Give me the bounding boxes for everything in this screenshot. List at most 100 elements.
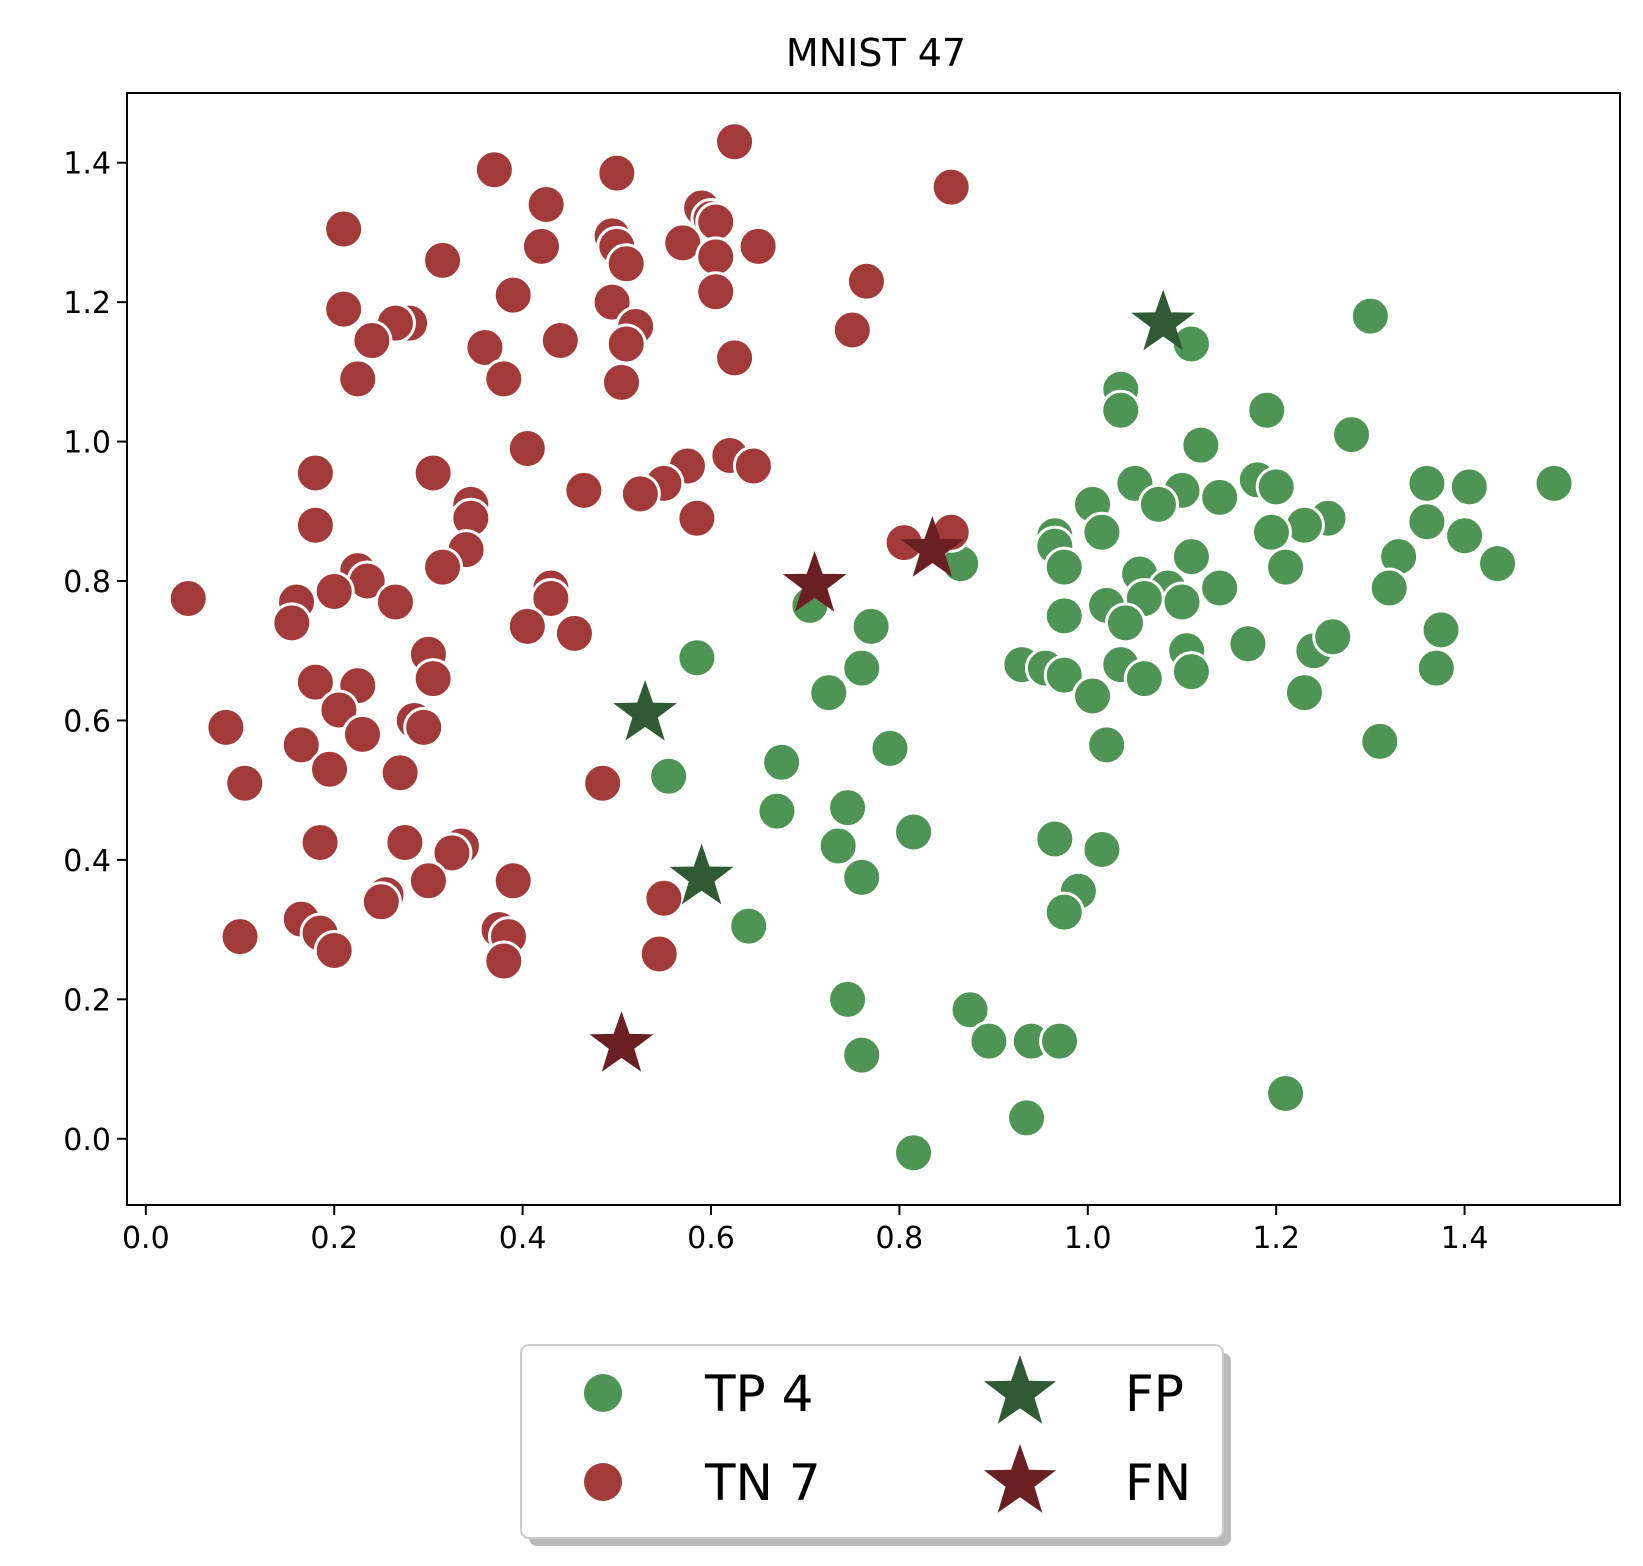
point-tp-4 bbox=[1199, 476, 1241, 518]
point-tn-7 bbox=[341, 713, 383, 755]
star-point-fn bbox=[782, 550, 847, 612]
point-tn-7 bbox=[313, 930, 355, 972]
point-tn-7 bbox=[596, 152, 638, 194]
point-tn-7 bbox=[643, 877, 685, 919]
legend-label: TN 7 bbox=[704, 1454, 821, 1512]
point-tn-7 bbox=[520, 225, 562, 267]
point-tn-7 bbox=[525, 184, 567, 226]
point-tp-4 bbox=[1170, 651, 1212, 693]
point-tp-4 bbox=[1246, 389, 1288, 431]
point-tn-7 bbox=[563, 469, 605, 511]
point-tp-4 bbox=[1331, 414, 1373, 456]
point-tp-4 bbox=[761, 741, 803, 783]
point-tp-4 bbox=[1283, 672, 1325, 714]
star-point-fp bbox=[1131, 289, 1196, 351]
chart-title: MNIST 47 bbox=[786, 31, 966, 75]
point-tp-4 bbox=[1081, 828, 1123, 870]
point-tp-4 bbox=[1349, 295, 1391, 337]
point-tn-7 bbox=[605, 243, 647, 285]
point-tn-7 bbox=[714, 337, 756, 379]
point-tp-4 bbox=[841, 856, 883, 898]
x-tick-label: 1.0 bbox=[1064, 1221, 1112, 1256]
point-tp-4 bbox=[1043, 891, 1085, 933]
legend-label: FP bbox=[1125, 1365, 1184, 1423]
point-tn-7 bbox=[403, 706, 445, 748]
legend: TP 4 TN 7 FP FN bbox=[520, 1344, 1231, 1546]
point-tp-4 bbox=[1137, 483, 1179, 525]
point-tp-4 bbox=[817, 825, 859, 867]
point-tp-4 bbox=[869, 727, 911, 769]
point-tp-4 bbox=[1043, 595, 1085, 637]
point-tn-7 bbox=[309, 748, 351, 790]
y-tick-label: 0.0 bbox=[63, 1123, 111, 1158]
point-tn-7 bbox=[676, 497, 718, 539]
point-tn-7 bbox=[605, 323, 647, 365]
point-tn-7 bbox=[831, 309, 873, 351]
point-tp-4 bbox=[1265, 546, 1307, 588]
x-tick-label: 0.8 bbox=[876, 1221, 924, 1256]
point-tn-7 bbox=[224, 762, 266, 804]
point-tn-7 bbox=[219, 916, 261, 958]
point-tp-4 bbox=[1039, 1020, 1081, 1062]
y-tick-label: 0.6 bbox=[63, 704, 111, 739]
point-tn-7 bbox=[638, 933, 680, 975]
point-tp-4 bbox=[808, 672, 850, 714]
point-tp-4 bbox=[1448, 466, 1490, 508]
point-tp-4 bbox=[1006, 1097, 1048, 1139]
x-tick-label: 1.4 bbox=[1441, 1221, 1489, 1256]
y-tick-label: 0.4 bbox=[63, 844, 111, 879]
x-tick-label: 0.0 bbox=[122, 1221, 170, 1256]
point-tp-4 bbox=[893, 811, 935, 853]
point-tp-4 bbox=[1533, 462, 1575, 504]
point-tp-4 bbox=[676, 637, 718, 679]
point-tp-4 bbox=[756, 790, 798, 832]
point-tp-4 bbox=[1161, 581, 1203, 623]
point-tp-4 bbox=[728, 905, 770, 947]
legend-label: FN bbox=[1125, 1454, 1191, 1512]
point-tn-7 bbox=[619, 473, 661, 515]
point-tn-7 bbox=[483, 358, 525, 400]
point-tp-4 bbox=[1444, 515, 1486, 557]
point-tn-7 bbox=[351, 319, 393, 361]
point-tp-4 bbox=[841, 1034, 883, 1076]
point-tn-7 bbox=[323, 288, 365, 330]
point-tp-4 bbox=[1072, 675, 1114, 717]
point-tp-4 bbox=[1255, 466, 1297, 508]
point-tp-4 bbox=[1415, 647, 1457, 689]
point-tn-7 bbox=[431, 832, 473, 874]
point-tp-4 bbox=[1043, 546, 1085, 588]
point-tn-7 bbox=[539, 319, 581, 361]
x-tick-label: 0.2 bbox=[310, 1221, 358, 1256]
point-tp-4 bbox=[841, 647, 883, 689]
x-tick-label: 0.4 bbox=[499, 1221, 547, 1256]
star-point-fn bbox=[589, 1011, 654, 1072]
point-tp-4 bbox=[1100, 389, 1142, 431]
point-tp-4 bbox=[949, 989, 991, 1031]
point-tn-7 bbox=[506, 605, 548, 647]
point-tn-7 bbox=[294, 661, 336, 703]
point-tn-7 bbox=[582, 762, 624, 804]
plot-frame bbox=[126, 92, 1621, 1206]
point-tp-4 bbox=[1086, 724, 1128, 766]
legend-star-marker bbox=[983, 1355, 1057, 1424]
point-tp-4 bbox=[1477, 543, 1519, 585]
legend-marker bbox=[584, 1463, 622, 1501]
point-tn-7 bbox=[422, 239, 464, 281]
point-tp-4 bbox=[1043, 654, 1085, 696]
point-tn-7 bbox=[323, 208, 365, 250]
point-tp-4 bbox=[1123, 658, 1165, 700]
point-tp-4 bbox=[1104, 602, 1146, 644]
point-tn-7 bbox=[737, 225, 779, 267]
point-tn-7 bbox=[205, 706, 247, 748]
point-tn-7 bbox=[337, 358, 379, 400]
point-tn-7 bbox=[384, 821, 426, 863]
point-tp-4 bbox=[1312, 616, 1354, 658]
point-tn-7 bbox=[695, 236, 737, 278]
star-point-fp bbox=[613, 679, 677, 741]
point-tp-4 bbox=[1227, 623, 1269, 665]
point-tn-7 bbox=[407, 860, 449, 902]
legend-box bbox=[520, 1344, 1224, 1539]
y-tick-label: 0.2 bbox=[63, 983, 111, 1018]
point-tn-7 bbox=[379, 752, 421, 794]
point-tn-7 bbox=[374, 581, 416, 623]
